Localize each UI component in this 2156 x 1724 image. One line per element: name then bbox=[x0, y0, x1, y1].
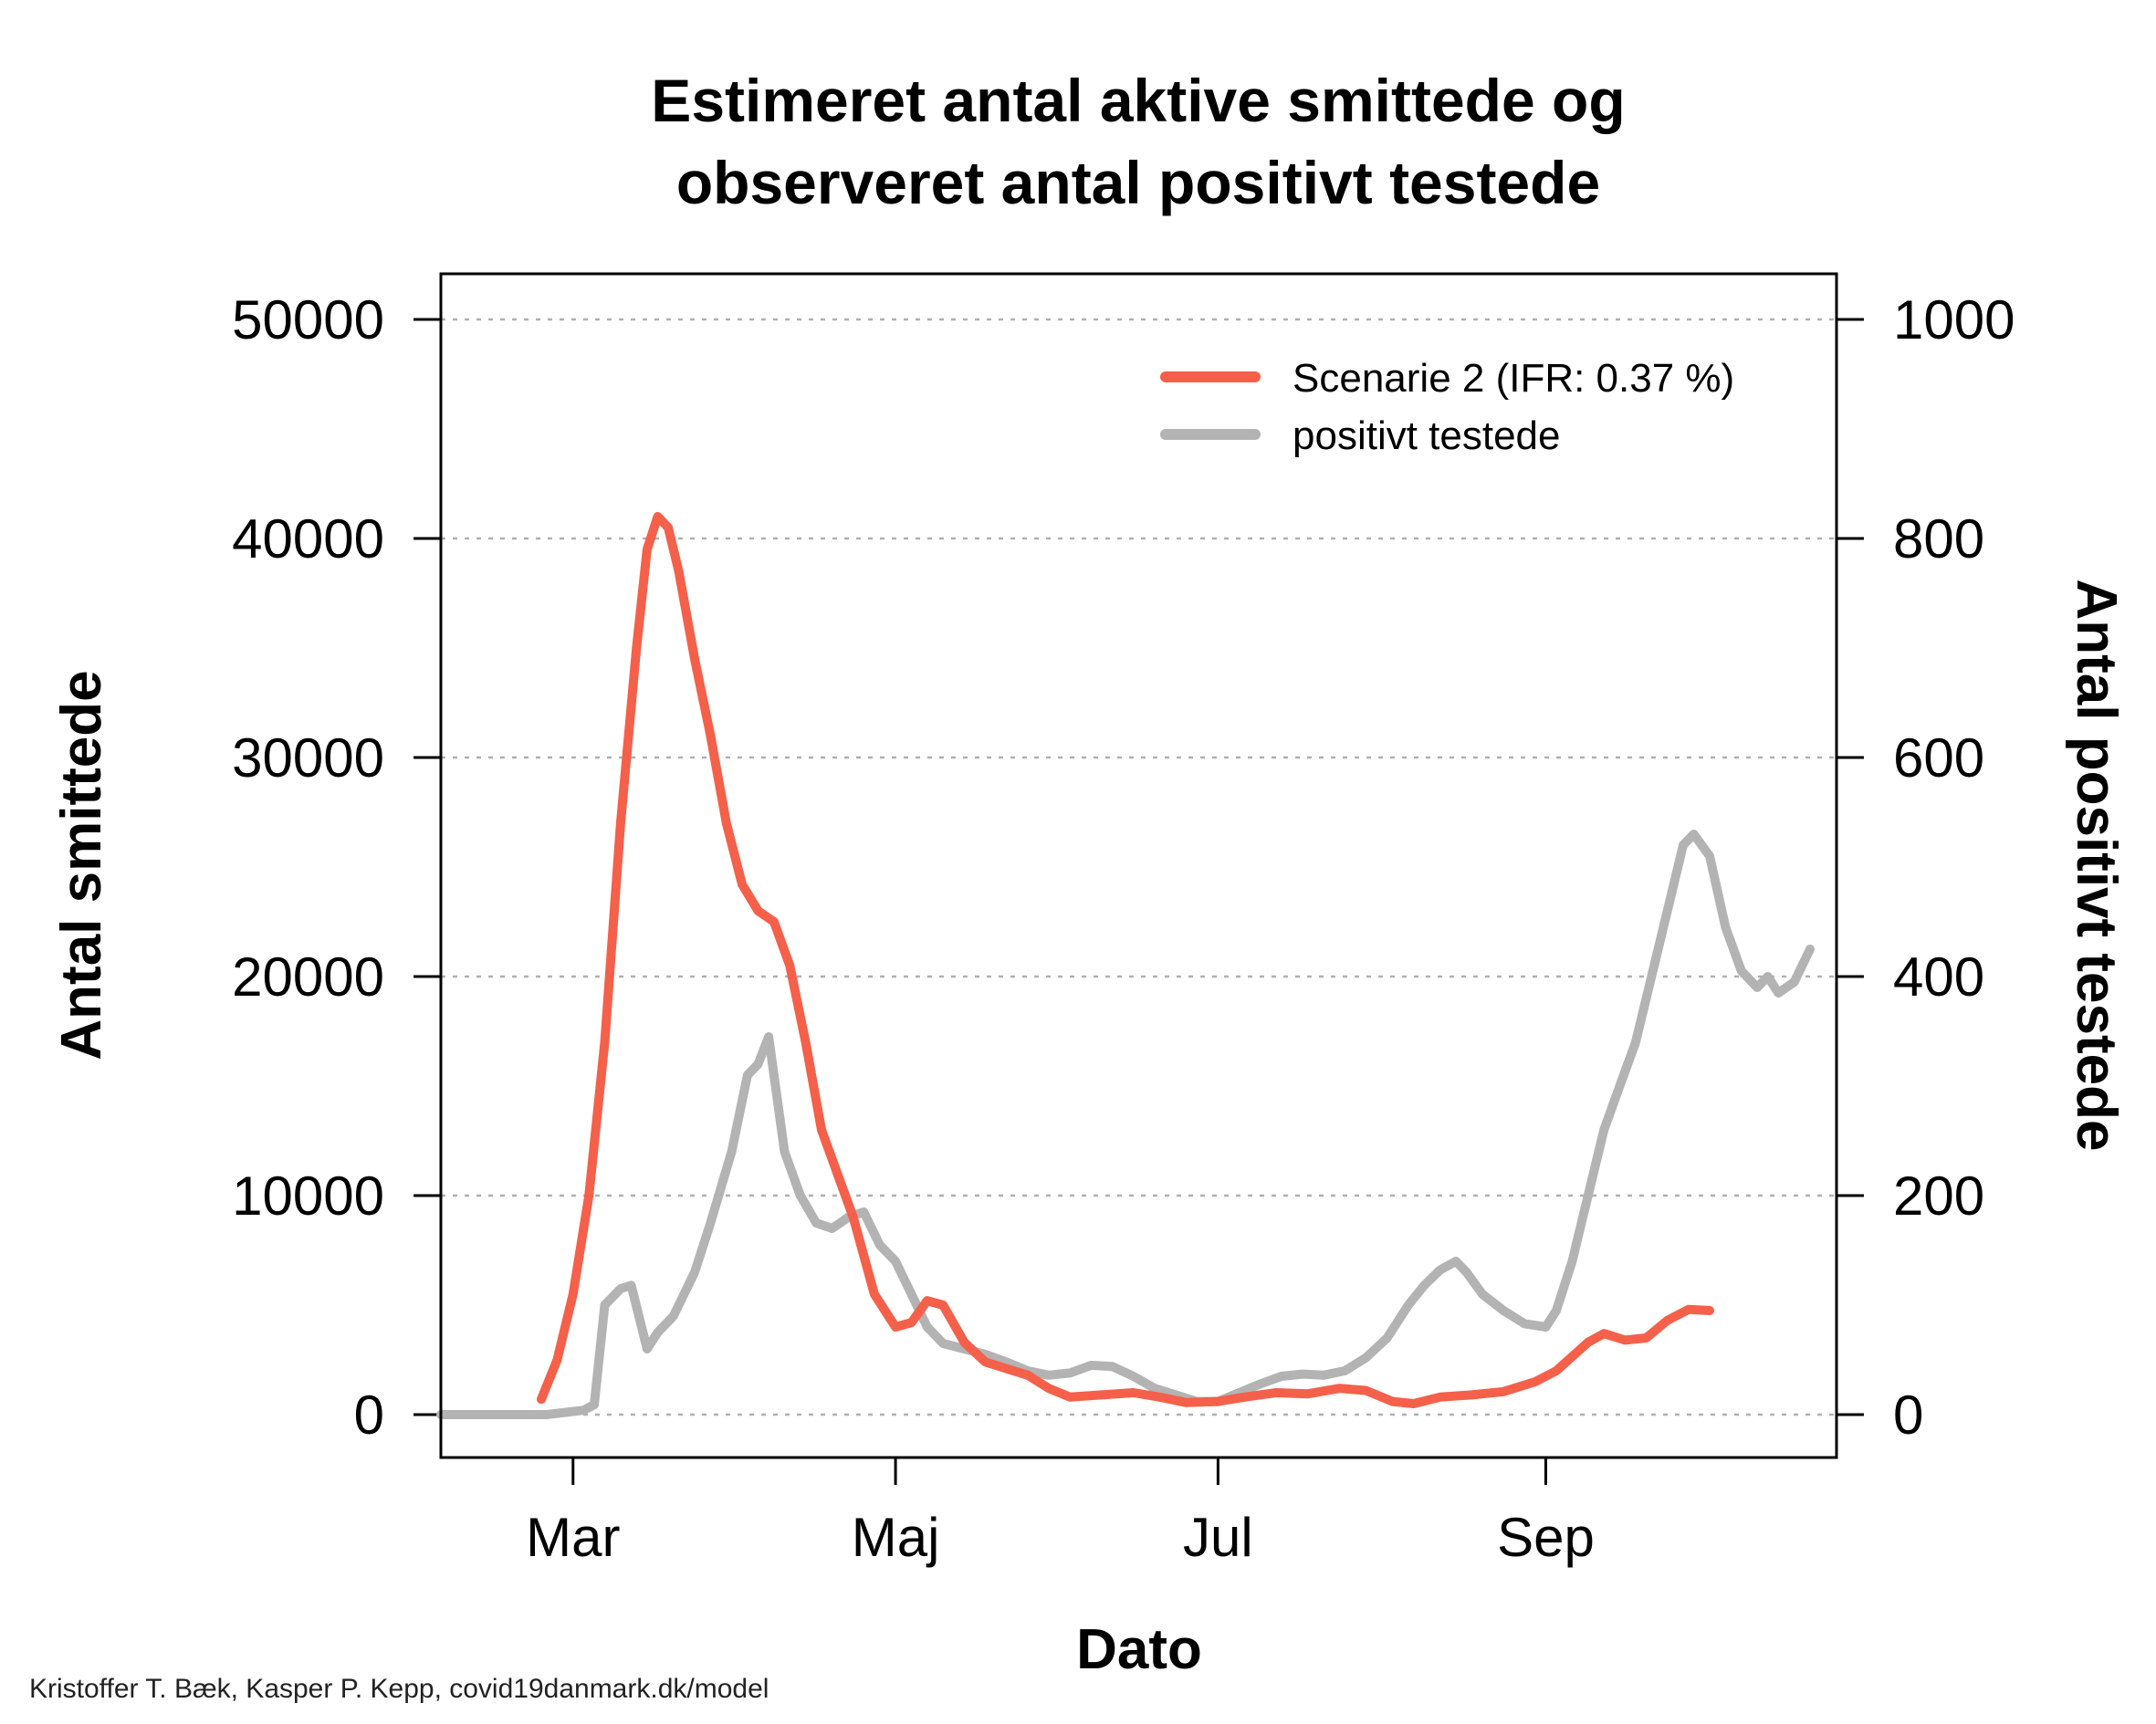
chart-title-line-1: Estimeret antal aktive smittede og bbox=[651, 67, 1625, 134]
right-tick-label: 1000 bbox=[1893, 289, 2015, 350]
left-tick-label: 20000 bbox=[232, 946, 384, 1008]
right-tick-label: 600 bbox=[1893, 727, 1984, 789]
left-tick-label: 40000 bbox=[232, 508, 384, 569]
left-axis: 0 10000 20000 30000 40000 50000 bbox=[232, 289, 441, 1446]
series-line-scenarie-2 bbox=[537, 512, 1714, 1408]
x-axis: Mar Maj Jul Sep bbox=[526, 1458, 1595, 1568]
left-tick-label: 50000 bbox=[232, 289, 384, 350]
x-axis-title: Dato bbox=[1076, 1618, 1202, 1681]
series-line-positivt-testede bbox=[436, 830, 1815, 1419]
right-tick-label: 200 bbox=[1893, 1165, 1984, 1227]
left-tick-label: 30000 bbox=[232, 727, 384, 789]
left-tick-label: 10000 bbox=[232, 1165, 384, 1227]
left-axis-title: Antal smittede bbox=[50, 670, 113, 1060]
series-layer bbox=[436, 512, 1815, 1419]
right-tick-label: 400 bbox=[1893, 946, 1984, 1008]
right-tick-label: 800 bbox=[1893, 508, 1984, 569]
chart-title: Estimeret antal aktive smittede og obser… bbox=[651, 67, 1625, 216]
x-tick-label: Maj bbox=[852, 1507, 940, 1568]
x-tick-label: Sep bbox=[1497, 1507, 1595, 1568]
grid-lines bbox=[441, 318, 1837, 1416]
right-tick-label: 0 bbox=[1893, 1384, 1923, 1446]
x-tick-label: Jul bbox=[1183, 1507, 1253, 1568]
credit-text: Kristoffer T. Bæk, Kasper P. Kepp, covid… bbox=[29, 1674, 769, 1704]
right-axis: 0 200 400 600 800 1000 bbox=[1837, 289, 2015, 1446]
plot-frame bbox=[439, 272, 1838, 1459]
chart-title-line-2: observeret antal positivt testede bbox=[676, 149, 1600, 216]
legend-label-scenarie: Scenarie 2 (IFR: 0.37 %) bbox=[1293, 356, 1734, 401]
right-axis-title: Antal positivt testede bbox=[2065, 580, 2128, 1152]
x-tick-label: Mar bbox=[526, 1507, 620, 1568]
legend: Scenarie 2 (IFR: 0.37 %) positivt tested… bbox=[1160, 356, 1734, 458]
left-tick-label: 0 bbox=[354, 1384, 384, 1446]
legend-label-positive: positivt testede bbox=[1293, 413, 1561, 458]
